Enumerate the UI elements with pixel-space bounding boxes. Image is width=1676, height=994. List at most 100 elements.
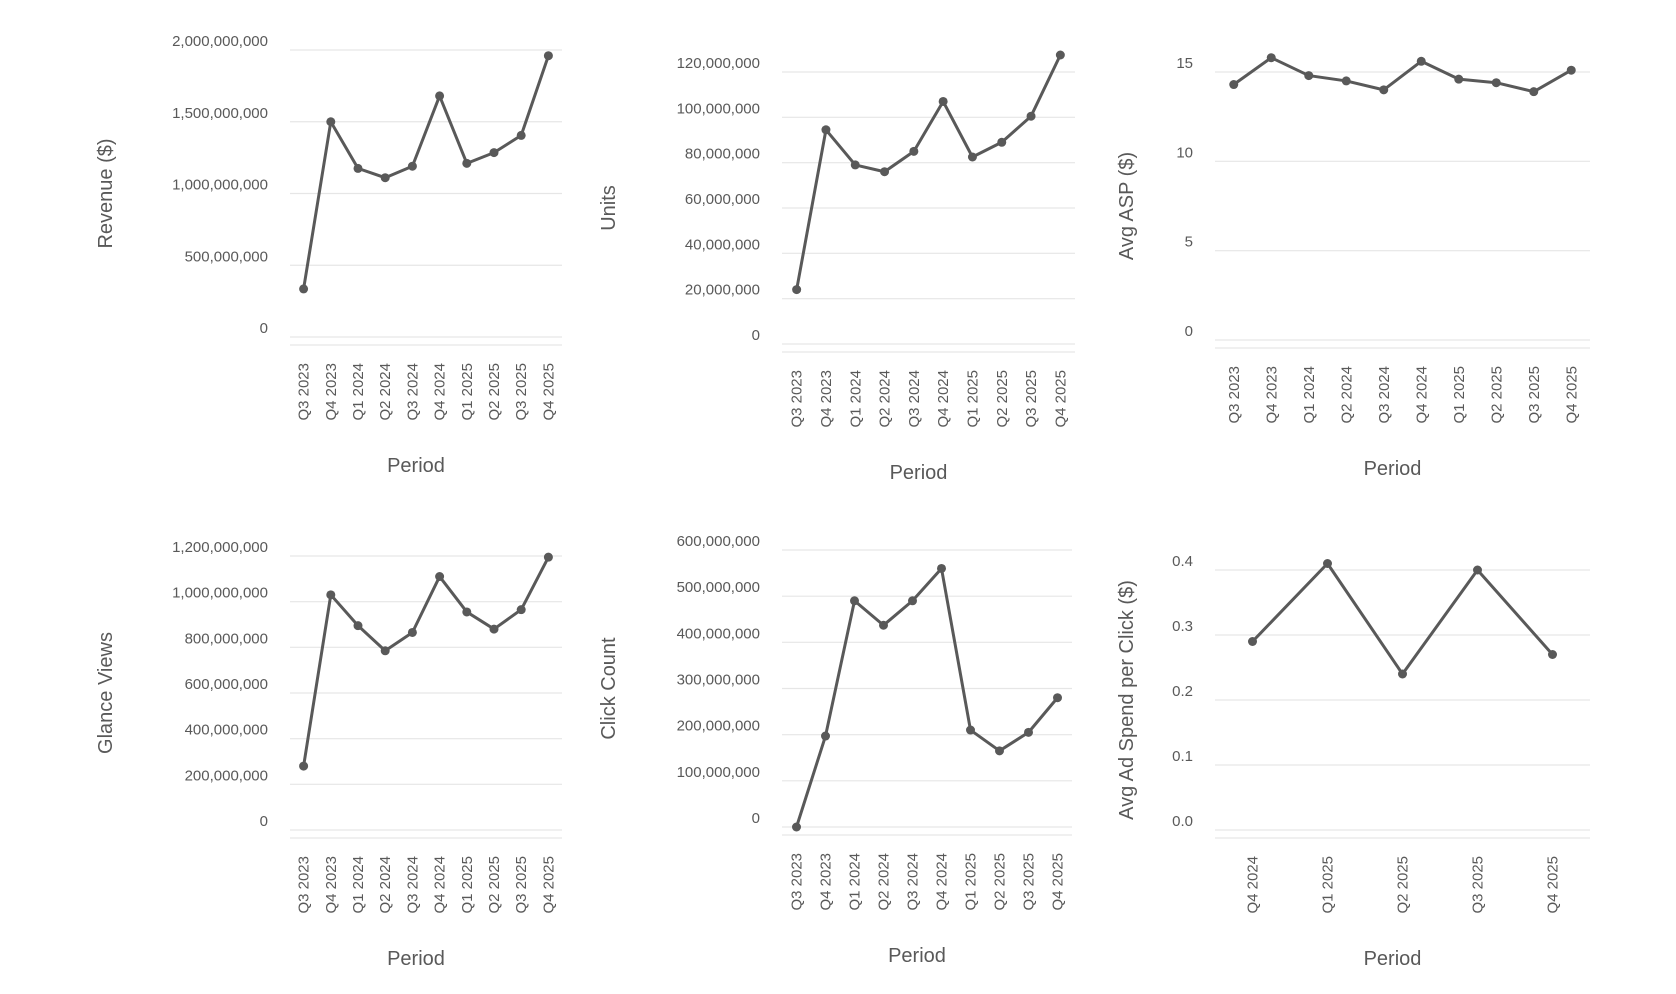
x-axis-title: Period (888, 945, 946, 967)
x-tick-label: Q1 2025 (1320, 856, 1337, 914)
x-tick-label: Q1 2024 (1301, 366, 1318, 424)
x-tick-label: Q1 2024 (847, 370, 864, 428)
y-tick-label: 0 (752, 810, 760, 827)
x-tick-label: Q2 2024 (876, 853, 893, 911)
data-point (792, 822, 801, 832)
data-point (1053, 693, 1062, 703)
data-point (1323, 559, 1332, 568)
data-point (821, 125, 831, 135)
data-point (1248, 637, 1257, 646)
data-point (489, 148, 499, 158)
data-point (908, 596, 917, 606)
data-point (1229, 80, 1239, 90)
x-tick-label: Q4 2023 (818, 370, 835, 428)
data-point (435, 572, 445, 582)
x-tick-label: Q3 2025 (1021, 853, 1038, 911)
data-point (299, 761, 309, 771)
y-tick-label: 0 (1185, 323, 1193, 340)
chart-panel-3: 0 5 10 15 Q3 2023 Q4 2023 Q1 2024 Q2 2024 Q3 202… (1116, 53, 1590, 480)
x-tick-label: Q1 2025 (1451, 366, 1468, 424)
series-line (302, 54, 550, 291)
chart-panel-5: 0 100,000,000 200,000,000 300,000,000 400,00… (598, 533, 1072, 967)
data-point (966, 725, 975, 735)
x-tick-label: Q3 2023 (789, 370, 806, 428)
data-point (462, 158, 472, 168)
x-tick-label: Q2 2024 (877, 370, 894, 428)
x-tick-label: Q3 2023 (789, 853, 806, 911)
series-line (1232, 56, 1573, 94)
data-point (516, 130, 526, 140)
x-tick-label: Q3 2024 (404, 856, 421, 914)
x-tick-label: Q2 2025 (992, 853, 1009, 911)
data-point (299, 284, 309, 294)
y-tick-label: 0.2 (1172, 683, 1193, 700)
data-point (407, 627, 417, 637)
data-point (353, 163, 363, 173)
x-tick-label: Q3 2023 (296, 856, 313, 914)
y-axis-title: Revenue ($) (95, 138, 117, 248)
x-tick-label: Q2 2025 (994, 370, 1011, 428)
y-axis-title: Avg Ad Spend per Click ($) (1116, 580, 1138, 820)
y-tick-label: 5 (1185, 234, 1193, 251)
data-point (909, 146, 919, 156)
data-point (407, 161, 417, 171)
y-tick-label: 0 (260, 813, 268, 830)
y-tick-label: 100,000,000 (677, 100, 760, 117)
data-point (1454, 74, 1464, 84)
y-tick-label: 400,000,000 (185, 722, 268, 739)
y-axis-title: Click Count (598, 637, 620, 740)
x-tick-label: Q4 2025 (1052, 370, 1069, 428)
series-line (795, 566, 1059, 829)
y-tick-label: 40,000,000 (685, 236, 760, 253)
x-tick-label: Q1 2024 (350, 856, 367, 914)
data-point (821, 731, 830, 741)
x-tick-label: Q1 2025 (963, 853, 980, 911)
x-tick-label: Q3 2024 (404, 363, 421, 421)
data-point (1548, 650, 1557, 659)
y-axis-title: Avg ASP ($) (1116, 152, 1138, 260)
x-tick-label: Q1 2025 (459, 363, 476, 421)
x-tick-label: Q3 2023 (296, 363, 313, 421)
y-tick-label: 500,000,000 (185, 248, 268, 265)
x-tick-label: Q3 2024 (906, 370, 923, 428)
x-tick-label: Q2 2024 (377, 363, 394, 421)
chart-panel-1: 0 500,000,000 1,000,000,000 1,500,000,000 2,… (95, 33, 562, 477)
x-tick-label: Q4 2024 (1245, 856, 1262, 914)
y-axis-title: Units (598, 185, 620, 231)
y-axis-title: Glance Views (95, 632, 117, 754)
chart-panel-4: 0 200,000,000 400,000,000 600,000,000 800,00… (95, 539, 562, 970)
x-tick-label: Q1 2024 (350, 363, 367, 421)
y-tick-label: 0 (260, 320, 268, 337)
data-point (516, 605, 526, 615)
data-point (380, 173, 390, 183)
data-point (543, 552, 553, 562)
data-point (850, 596, 859, 606)
x-tick-label: Q4 2024 (432, 856, 449, 914)
x-tick-label: Q4 2025 (1050, 853, 1067, 911)
y-tick-label: 400,000,000 (677, 625, 760, 642)
data-point (937, 563, 946, 573)
data-point (995, 746, 1004, 756)
x-tick-label: Q4 2023 (818, 853, 835, 911)
x-tick-label: Q2 2024 (377, 856, 394, 914)
x-axis-title: Period (387, 948, 445, 970)
x-tick-label: Q2 2025 (1395, 856, 1412, 914)
series-line (1251, 562, 1554, 676)
x-tick-label: Q4 2023 (1263, 366, 1280, 424)
data-point (326, 117, 336, 127)
data-point (938, 96, 948, 106)
y-tick-label: 200,000,000 (185, 767, 268, 784)
data-point (353, 621, 363, 631)
y-tick-label: 20,000,000 (685, 282, 760, 299)
x-tick-label: Q1 2025 (964, 370, 981, 428)
y-tick-label: 15 (1176, 55, 1193, 72)
data-point (326, 590, 336, 600)
data-point (880, 167, 890, 177)
x-tick-label: Q2 2025 (486, 856, 503, 914)
y-tick-label: 80,000,000 (685, 146, 760, 163)
y-tick-label: 500,000,000 (677, 579, 760, 596)
data-point (1491, 78, 1501, 88)
y-tick-label: 600,000,000 (185, 676, 268, 693)
x-tick-label: Q3 2025 (1023, 370, 1040, 428)
